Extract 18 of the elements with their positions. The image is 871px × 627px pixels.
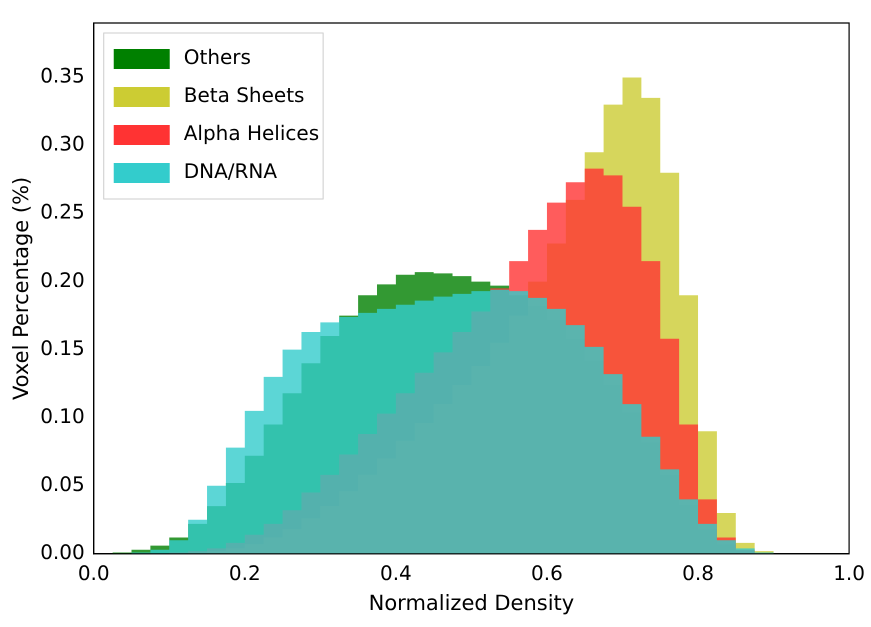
y-tick-label: 0.10 xyxy=(40,404,85,428)
x-tick-label: 0.4 xyxy=(380,561,412,586)
x-tick-label: 0.8 xyxy=(682,561,714,586)
legend-label: Others xyxy=(184,45,251,70)
x-tick-label: 0.2 xyxy=(228,561,261,586)
y-axis-title: Voxel Percentage (%) xyxy=(9,176,34,400)
x-tick-label: 1.0 xyxy=(833,561,866,586)
x-axis-title: Normalized Density xyxy=(368,590,574,615)
y-tick-label: 0.05 xyxy=(40,472,85,496)
y-tick-label: 0.15 xyxy=(40,336,85,360)
y-tick-label: 0.35 xyxy=(40,64,85,88)
y-tick-label: 0.30 xyxy=(40,132,85,156)
legend-label: Alpha Helices xyxy=(184,121,320,146)
y-tick-label: 0.20 xyxy=(40,268,85,292)
y-tick-label: 0.25 xyxy=(40,200,85,224)
legend-label: Beta Sheets xyxy=(184,83,304,108)
legend-label: DNA/RNA xyxy=(184,159,278,184)
x-tick-label: 0.6 xyxy=(531,561,563,586)
